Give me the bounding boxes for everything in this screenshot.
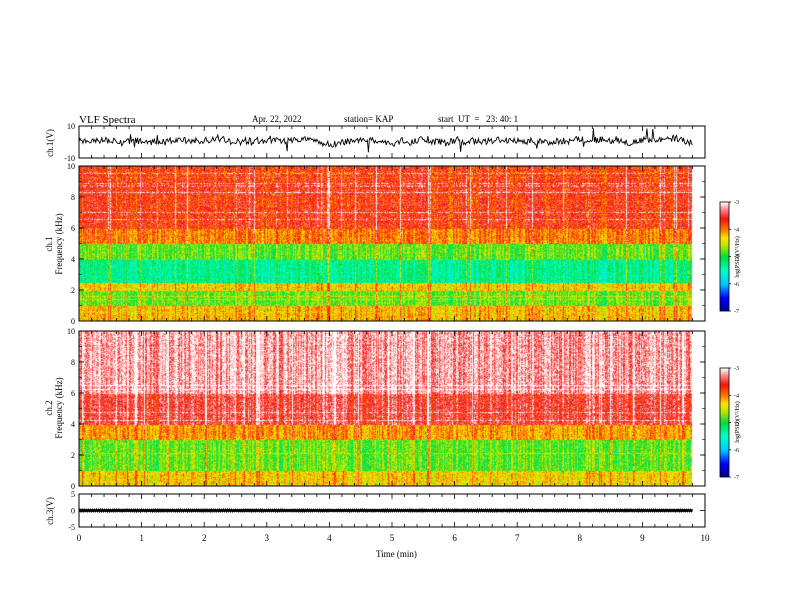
y-tick-label: 6	[71, 224, 75, 233]
ch2-spectrogram-frame	[78, 330, 706, 487]
colorbar-tick-label: -5	[734, 421, 739, 427]
x-axis-label: Time (min)	[376, 549, 417, 559]
ch1-colorbar	[720, 202, 729, 311]
colorbar-tick-label: -6	[734, 448, 739, 454]
x-tick-label: 1	[139, 533, 144, 543]
ch2-spectrogram-ylabel: ch.2 Frequency (kHz)	[44, 377, 64, 439]
x-tick-label: 6	[452, 533, 457, 543]
ch3-waveform-band	[79, 509, 693, 512]
y-tick-label: 10	[67, 162, 75, 171]
y-tick-label: 10	[67, 122, 75, 131]
y-tick-label: 0	[71, 482, 75, 491]
x-tick-label: 5	[390, 533, 395, 543]
y-tick-label: 0	[71, 317, 75, 326]
x-tick-label: 2	[202, 533, 207, 543]
station-label: station= KAP	[344, 114, 394, 124]
ch1-spectrogram-ylabel: ch.1 Frequency (kHz)	[44, 213, 64, 275]
ch2-colorbar-frame	[719, 367, 730, 478]
ch3-waveform-ylabel: ch.3(V)	[45, 497, 55, 525]
ch2-colorbar-label: log(PSD)(V²/Hz)	[735, 401, 741, 443]
figure-title: VLF Spectra	[79, 114, 136, 126]
y-tick-label: 2	[71, 286, 75, 295]
y-tick-label: 0	[71, 507, 75, 516]
y-tick-label: 5	[71, 490, 75, 499]
colorbar-tick-label: -3	[734, 200, 739, 206]
colorbar-tick-label: -4	[734, 393, 739, 399]
y-tick-label: 4	[71, 420, 75, 429]
ch1-waveform-ylabel: ch.1(V)	[45, 129, 55, 157]
y-tick-label: -10	[64, 154, 75, 163]
x-tick-label: 4	[327, 533, 332, 543]
x-tick-label: 3	[265, 533, 270, 543]
y-tick-label: 10	[67, 327, 75, 336]
x-tick-label: 9	[640, 533, 645, 543]
ch1-waveform-trace	[78, 128, 693, 153]
ch1-colorbar-label: log(PSD)(V²/Hz)	[735, 236, 741, 278]
date-label: Apr. 22, 2022	[252, 114, 302, 124]
y-tick-label: 2	[71, 451, 75, 460]
x-tick-label: 10	[701, 533, 711, 543]
ch2-spectrogram	[79, 331, 693, 486]
y-tick-label: 4	[71, 255, 75, 264]
colorbar-tick-label: -7	[734, 475, 739, 481]
x-tick-label: 8	[578, 533, 583, 543]
ch1-spectrogram-frame	[78, 165, 706, 322]
y-tick-label: 8	[71, 193, 75, 202]
ch1-colorbar-frame	[719, 201, 730, 312]
colorbar-tick-label: -7	[734, 309, 739, 315]
colorbar-tick-label: -6	[734, 282, 739, 288]
ch1-spectrogram	[79, 166, 693, 321]
colorbar-tick-label: -5	[734, 255, 739, 261]
start-time-label: start UT = 23: 40: 1	[438, 114, 519, 124]
x-tick-label: 7	[515, 533, 520, 543]
y-tick-label: 6	[71, 389, 75, 398]
y-tick-label: 8	[71, 358, 75, 367]
y-tick-label: -5	[68, 523, 75, 532]
colorbar-tick-label: -4	[734, 227, 739, 233]
ch2-colorbar	[720, 368, 729, 477]
x-tick-label: 0	[77, 533, 82, 543]
colorbar-tick-label: -3	[734, 366, 739, 372]
